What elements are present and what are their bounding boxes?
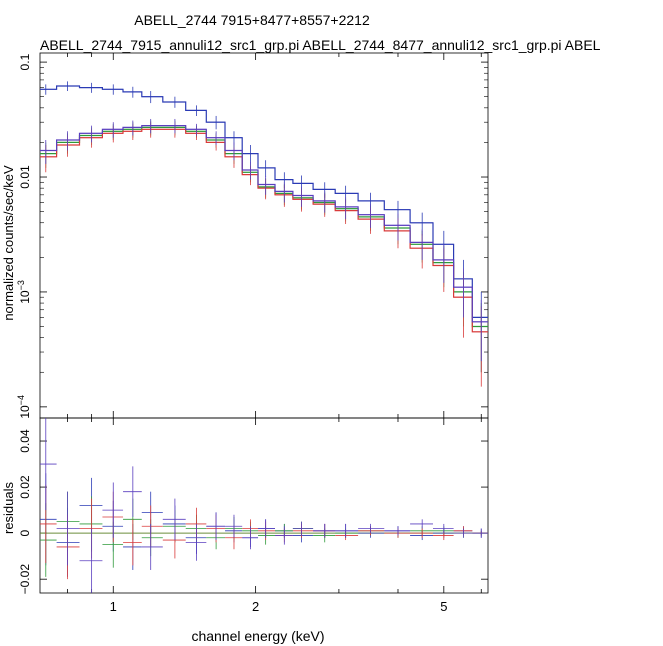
chart-subtitle: ABELL_2744_7915_annuli12_src1_grp.pi ABE… <box>40 37 601 53</box>
x-tick-label: 5 <box>440 599 447 614</box>
x-tick-label: 1 <box>110 599 117 614</box>
y-tick-label: 0.02 <box>18 475 32 499</box>
y-tick-label: 0 <box>18 529 32 536</box>
plot-frame-bottom <box>39 417 489 594</box>
model-line-0 <box>40 85 488 318</box>
residuals-panel: 1 2 5 0.04 0.02 0 −0.02 <box>18 417 489 614</box>
x-tick-label: 2 <box>252 599 259 614</box>
x-axis-label: channel energy (keV) <box>191 628 324 644</box>
y-tick-label: 0.01 <box>18 165 32 189</box>
y-axis-label-bottom: residuals <box>1 481 16 534</box>
y-tick-label: 0.1 <box>18 53 32 70</box>
y-axis-label-top: normalized counts/sec/keV <box>1 165 16 321</box>
chart-title: ABELL_2744 7915+8477+8557+2212 <box>134 12 370 28</box>
y-tick-label: 0.04 <box>18 429 32 453</box>
y-tick-label: −0.02 <box>18 564 32 595</box>
